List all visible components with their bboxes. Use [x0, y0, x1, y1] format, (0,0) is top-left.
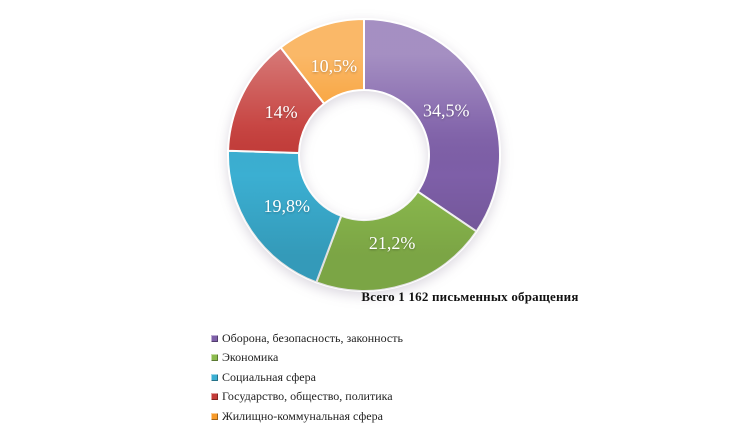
- slice-label: 14%: [265, 102, 298, 122]
- legend-swatch: [211, 412, 218, 420]
- legend-item: Оборона, безопасность, законность: [211, 331, 403, 345]
- legend-item: Государство, общество, политика: [211, 389, 403, 404]
- legend-swatch: [211, 373, 218, 381]
- slice-label: 34,5%: [423, 101, 470, 121]
- donut-chart: 34,5% 21,2% 19,8% 14% 10,5%: [227, 18, 501, 292]
- pie-slices: [227, 18, 501, 292]
- legend: Оборона, безопасность, законность Экономи…: [211, 331, 403, 429]
- legend-item: Экономика: [211, 350, 403, 365]
- legend-swatch: [211, 393, 218, 400]
- pie-slice: [227, 149, 343, 284]
- legend-item: Жилищно-коммунальная сфера: [211, 409, 403, 423]
- legend-label: Экономика: [222, 350, 279, 364]
- legend-label: Социальная сфера: [222, 369, 316, 384]
- legend-swatch: [211, 334, 218, 342]
- pie-slice: [363, 18, 501, 233]
- chart-title: Всего 1 162 письменных обращения: [361, 289, 579, 304]
- legend-label: Государство, общество, политика: [222, 389, 393, 403]
- legend-item: Социальная сфера: [211, 370, 403, 384]
- slice-label: 10,5%: [311, 56, 358, 76]
- legend-swatch: [211, 354, 218, 361]
- slice-label: 19,8%: [264, 196, 311, 216]
- legend-label: Жилищно-коммунальная сфера: [222, 408, 383, 423]
- slice-labels: 34,5% 21,2% 19,8% 14% 10,5%: [264, 56, 470, 253]
- slice-label: 21,2%: [369, 233, 416, 253]
- legend-label: Оборона, безопасность, законность: [222, 330, 403, 345]
